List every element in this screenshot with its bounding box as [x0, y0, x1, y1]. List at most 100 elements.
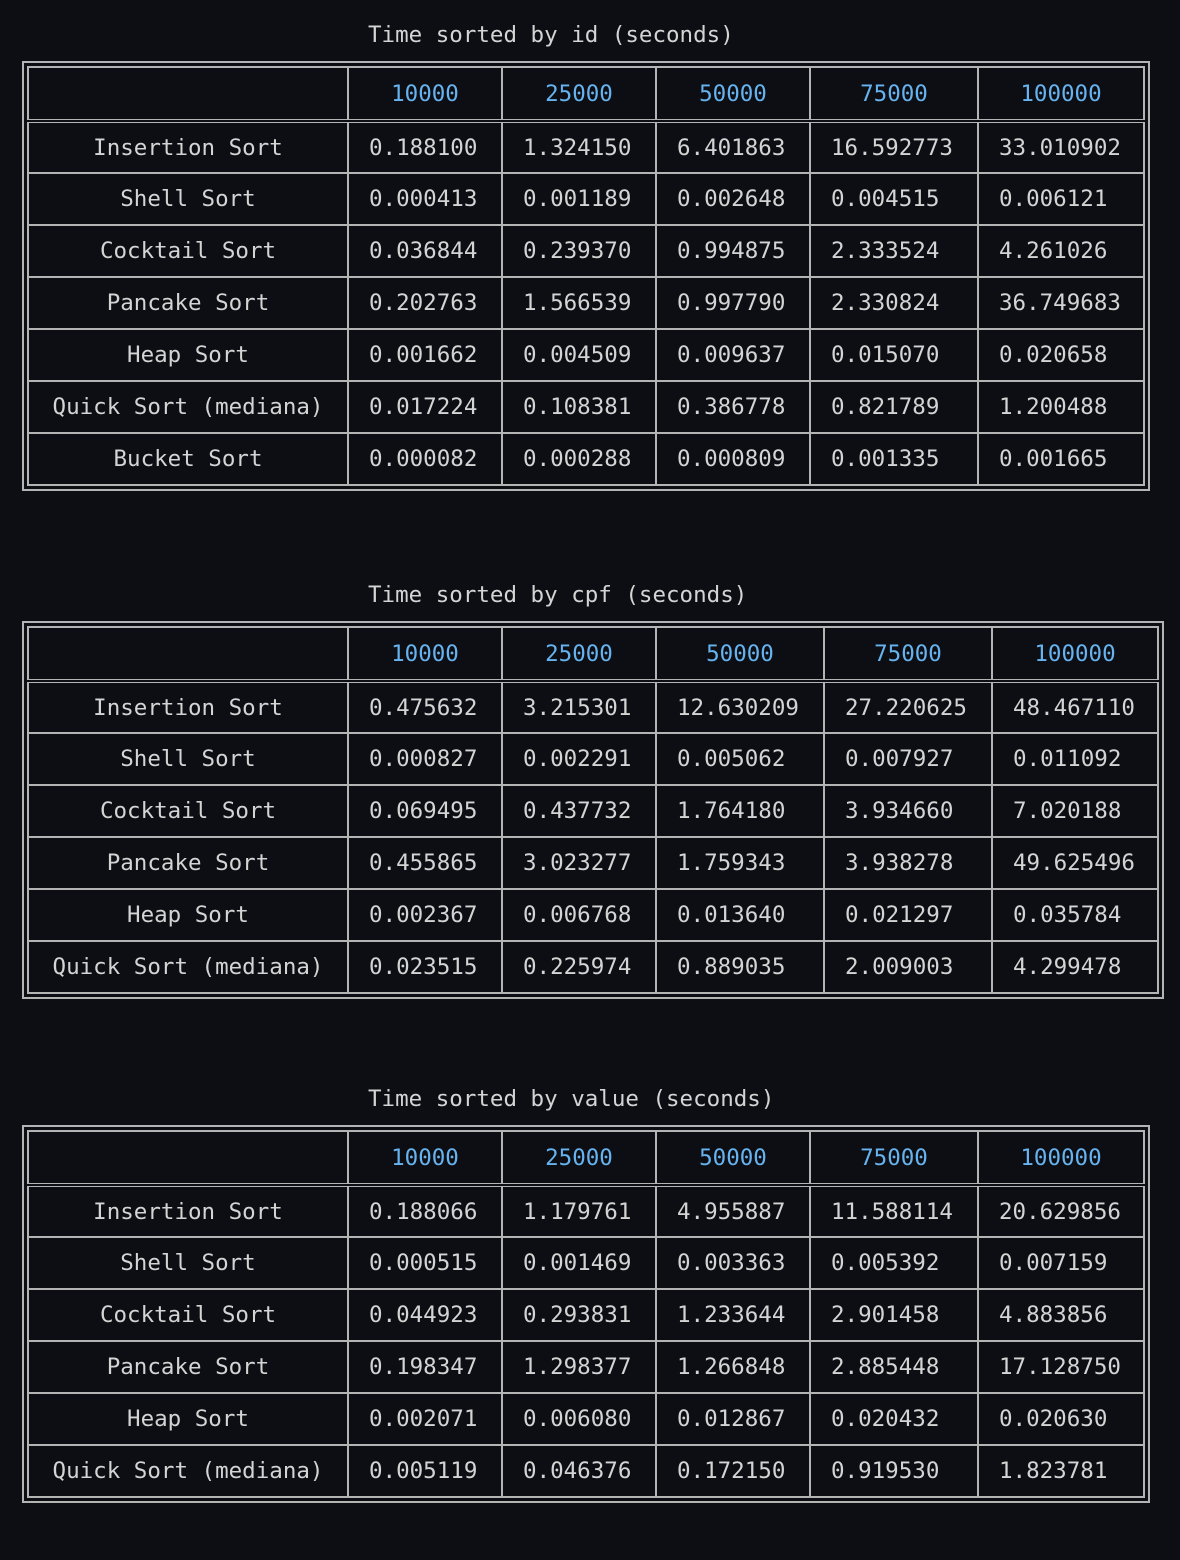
time-cell: 0.198347 — [347, 1340, 503, 1394]
algorithm-name: Insertion Sort — [27, 120, 349, 174]
time-cell: 3.023277 — [501, 836, 657, 890]
time-cell: 0.202763 — [347, 276, 503, 330]
time-cell: 1.298377 — [501, 1340, 657, 1394]
time-cell: 0.239370 — [501, 224, 657, 278]
algorithm-name: Shell Sort — [27, 1236, 349, 1290]
time-cell: 0.005062 — [655, 732, 825, 786]
table-row: Heap Sort 0.002071 0.006080 0.012867 0.02043… — [27, 1392, 1145, 1446]
time-cell: 4.261026 — [977, 224, 1145, 278]
table-title: Time sorted by cpf (seconds) — [368, 582, 748, 608]
algorithm-name: Bucket Sort — [27, 432, 349, 486]
results-table-cpf: 10000 25000 50000 75000 100000 Insertion Sort… — [22, 621, 1164, 999]
corner-cell — [27, 1130, 349, 1187]
time-cell: 0.015070 — [809, 328, 979, 382]
algorithm-name: Heap Sort — [27, 1392, 349, 1446]
algorithm-name: Shell Sort — [27, 172, 349, 226]
time-cell: 0.012867 — [655, 1392, 811, 1446]
column-header: 100000 — [977, 1130, 1145, 1187]
time-cell: 0.017224 — [347, 380, 503, 434]
time-cell: 17.128750 — [977, 1340, 1145, 1394]
time-cell: 4.299478 — [991, 940, 1159, 994]
results-table-value: 10000 25000 50000 75000 100000 Insertion Sort… — [22, 1125, 1150, 1503]
time-cell: 0.108381 — [501, 380, 657, 434]
algorithm-name: Pancake Sort — [27, 1340, 349, 1394]
table-grid: 10000 25000 50000 75000 100000 Insertion Sort… — [27, 1130, 1145, 1498]
time-cell: 0.994875 — [655, 224, 811, 278]
time-cell: 0.000082 — [347, 432, 503, 486]
time-cell: 0.001469 — [501, 1236, 657, 1290]
table-row: Cocktail Sort 0.069495 0.437732 1.764180 3.9… — [27, 784, 1159, 838]
column-header: 75000 — [809, 1130, 979, 1187]
header-row: 10000 25000 50000 75000 100000 — [27, 1130, 1145, 1187]
algorithm-name: Cocktail Sort — [27, 784, 349, 838]
table-grid: 10000 25000 50000 75000 100000 Insertion Sort… — [27, 626, 1159, 994]
time-cell: 0.455865 — [347, 836, 503, 890]
table-row: Bucket Sort 0.000082 0.000288 0.000809 0.001… — [27, 432, 1145, 486]
time-cell: 2.333524 — [809, 224, 979, 278]
algorithm-name: Insertion Sort — [27, 680, 349, 734]
time-cell: 0.002291 — [501, 732, 657, 786]
time-cell: 0.437732 — [501, 784, 657, 838]
time-cell: 36.749683 — [977, 276, 1145, 330]
algorithm-name: Pancake Sort — [27, 836, 349, 890]
time-cell: 0.172150 — [655, 1444, 811, 1498]
column-header: 75000 — [823, 626, 993, 683]
time-cell: 0.225974 — [501, 940, 657, 994]
time-cell: 1.266848 — [655, 1340, 811, 1394]
time-cell: 0.000827 — [347, 732, 503, 786]
time-cell: 0.001662 — [347, 328, 503, 382]
corner-cell — [27, 626, 349, 683]
algorithm-name: Cocktail Sort — [27, 224, 349, 278]
time-cell: 0.020432 — [809, 1392, 979, 1446]
header-row: 10000 25000 50000 75000 100000 — [27, 66, 1145, 123]
time-cell: 0.005119 — [347, 1444, 503, 1498]
table-title: Time sorted by id (seconds) — [368, 22, 734, 48]
time-cell: 0.069495 — [347, 784, 503, 838]
column-header: 25000 — [501, 66, 657, 123]
time-cell: 0.821789 — [809, 380, 979, 434]
time-cell: 0.009637 — [655, 328, 811, 382]
time-cell: 0.000288 — [501, 432, 657, 486]
table-row: Heap Sort 0.002367 0.006768 0.013640 0.02129… — [27, 888, 1159, 942]
algorithm-name: Quick Sort (mediana) — [27, 940, 349, 994]
time-cell: 0.000413 — [347, 172, 503, 226]
time-cell: 2.009003 — [823, 940, 993, 994]
time-cell: 0.889035 — [655, 940, 825, 994]
time-cell: 0.293831 — [501, 1288, 657, 1342]
time-cell: 3.934660 — [823, 784, 993, 838]
table-row: Quick Sort (mediana) 0.005119 0.046376 0.17… — [27, 1444, 1145, 1498]
column-header: 75000 — [809, 66, 979, 123]
time-cell: 0.036844 — [347, 224, 503, 278]
column-header: 25000 — [501, 626, 657, 683]
time-cell: 1.324150 — [501, 120, 657, 174]
time-cell: 0.044923 — [347, 1288, 503, 1342]
table-row: Pancake Sort 0.455865 3.023277 1.759343 3.93… — [27, 836, 1159, 890]
table-row: Pancake Sort 0.198347 1.298377 1.266848 2.88… — [27, 1340, 1145, 1394]
algorithm-name: Quick Sort (mediana) — [27, 380, 349, 434]
time-cell: 49.625496 — [991, 836, 1159, 890]
time-cell: 6.401863 — [655, 120, 811, 174]
time-cell: 0.005392 — [809, 1236, 979, 1290]
results-table-id: 10000 25000 50000 75000 100000 Insertion Sort… — [22, 61, 1150, 491]
time-cell: 3.938278 — [823, 836, 993, 890]
time-cell: 0.000809 — [655, 432, 811, 486]
column-header: 10000 — [347, 626, 503, 683]
table-row: Cocktail Sort 0.044923 0.293831 1.233644 2.9… — [27, 1288, 1145, 1342]
column-header: 100000 — [991, 626, 1159, 683]
time-cell: 0.001335 — [809, 432, 979, 486]
algorithm-name: Heap Sort — [27, 888, 349, 942]
time-cell: 0.006768 — [501, 888, 657, 942]
column-header: 50000 — [655, 1130, 811, 1187]
time-cell: 0.006080 — [501, 1392, 657, 1446]
time-cell: 4.955887 — [655, 1184, 811, 1238]
time-cell: 0.023515 — [347, 940, 503, 994]
table-title: Time sorted by value (seconds) — [368, 1086, 775, 1112]
time-cell: 0.013640 — [655, 888, 825, 942]
column-header: 50000 — [655, 66, 811, 123]
time-cell: 1.233644 — [655, 1288, 811, 1342]
table-row: Heap Sort 0.001662 0.004509 0.009637 0.01507… — [27, 328, 1145, 382]
table-row: Insertion Sort 0.475632 3.215301 12.630209 2… — [27, 680, 1159, 734]
table-row: Insertion Sort 0.188100 1.324150 6.401863 16… — [27, 120, 1145, 174]
time-cell: 11.588114 — [809, 1184, 979, 1238]
time-cell: 20.629856 — [977, 1184, 1145, 1238]
